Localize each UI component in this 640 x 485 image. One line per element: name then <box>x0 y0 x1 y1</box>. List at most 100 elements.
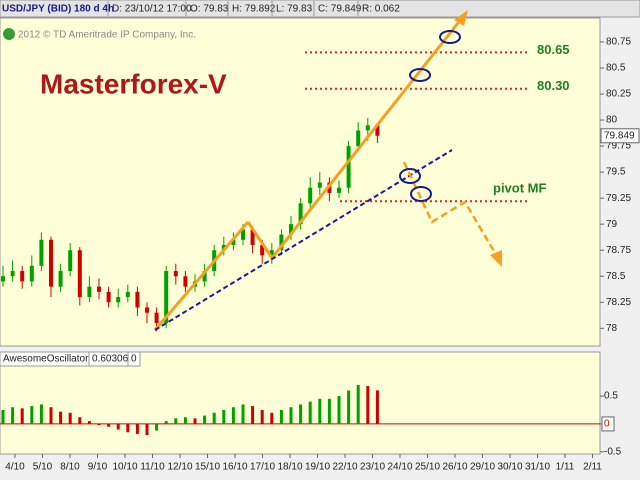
oscillator-bar <box>87 421 91 424</box>
candle-body <box>250 229 255 245</box>
candle-body <box>77 250 82 298</box>
candle-body <box>39 239 44 266</box>
oscillator-bar <box>299 404 303 424</box>
candle-body <box>68 250 73 272</box>
header-field: L: 79.83 <box>276 4 313 15</box>
oscillator-bar <box>20 408 24 424</box>
x-tick-label: 31/10 <box>525 462 550 473</box>
oscillator-bar <box>251 406 255 424</box>
last-price-box <box>600 128 640 144</box>
x-tick-label: 5/10 <box>33 462 53 473</box>
oscillator-bar <box>1 410 5 424</box>
candle-body <box>29 265 34 282</box>
oscillator-bar <box>11 407 15 424</box>
candle-body <box>58 271 63 287</box>
x-tick-label: 2/11 <box>583 462 602 473</box>
oscillator-bar <box>68 412 72 424</box>
y-tick-label: 80.75 <box>606 37 631 48</box>
zero-box <box>601 416 615 432</box>
oscillator-param: 0 <box>131 354 137 365</box>
oscillator-bar <box>231 407 235 424</box>
oscillator-bar <box>174 418 178 424</box>
candle-body <box>346 146 351 188</box>
x-tick-label: 9/10 <box>88 462 108 473</box>
oscillator-bar <box>126 423 130 433</box>
candle-body <box>231 239 236 245</box>
oscillator-bar <box>318 398 322 424</box>
x-tick-label: 24/10 <box>387 462 412 473</box>
candle-body <box>87 286 92 298</box>
oscillator-bar <box>308 401 312 424</box>
oscillator-bar <box>222 410 226 424</box>
oscillator-bar <box>59 411 63 424</box>
x-tick-label: 26/10 <box>442 462 467 473</box>
oscillator-bar <box>135 423 139 434</box>
level-label: pivot MF <box>493 181 546 196</box>
y-tick-label: 78.25 <box>606 297 631 308</box>
oscillator-bar <box>203 415 207 424</box>
x-tick-label: 1/11 <box>556 462 575 473</box>
oscillator-bar <box>260 410 264 424</box>
candle-body <box>116 297 121 303</box>
candle-body <box>221 244 226 251</box>
y-tick-label: 78.75 <box>606 245 631 256</box>
y-tick-label: 80.25 <box>606 89 631 100</box>
candle-body <box>260 244 265 256</box>
candle-body <box>154 312 159 324</box>
candle-body <box>125 291 130 298</box>
y-tick-label: 78 <box>606 323 618 334</box>
candle-body <box>202 271 207 282</box>
candle-body <box>173 271 178 277</box>
oscillator-bar <box>212 412 216 424</box>
oscillator-bar <box>183 417 187 424</box>
candle-body <box>241 229 245 240</box>
candle-body <box>279 234 284 251</box>
x-tick-label: 8/10 <box>60 462 80 473</box>
x-tick-label: 11/10 <box>140 462 165 473</box>
oscillator-panel <box>0 351 601 455</box>
last-price: 79.849 <box>604 130 635 141</box>
y-tick-label: 79.5 <box>606 167 626 178</box>
candle-body <box>10 271 15 277</box>
candle-body <box>356 130 361 147</box>
header-field: H: 79.892 <box>232 4 276 15</box>
y-tick-label: 0 <box>604 419 610 430</box>
oscillator-bar <box>375 390 379 424</box>
highlight-ellipse <box>439 30 461 44</box>
oscillator-bar <box>155 423 159 431</box>
x-tick-label: 18/10 <box>277 462 302 473</box>
x-tick-label: 12/10 <box>167 462 192 473</box>
oscillator-last: 0.60306 <box>92 354 129 365</box>
oscillator-header <box>0 351 141 367</box>
header-field: R: 0.062 <box>362 4 400 15</box>
level-label: 80.30 <box>537 78 570 93</box>
trend-arrow <box>153 221 250 331</box>
header-field: C: 79.849 <box>318 4 362 15</box>
oscillator-bar <box>241 404 245 424</box>
highlight-ellipse <box>410 186 432 202</box>
x-tick-label: 17/10 <box>250 462 275 473</box>
y-tick-label: 80.5 <box>606 63 626 74</box>
candle-body <box>164 271 169 324</box>
y-tick-label: 80 <box>606 115 618 126</box>
oscillator-bar <box>279 410 283 424</box>
oscillator-bar <box>356 384 360 424</box>
trend-arrow <box>270 17 464 259</box>
arrow-head <box>454 10 468 26</box>
y-tick-label: 79.25 <box>606 193 631 204</box>
level-label: 80.65 <box>537 42 570 57</box>
y-tick-label: 0.5 <box>604 391 618 402</box>
candle-body <box>1 276 5 282</box>
x-tick-label: 16/10 <box>222 462 247 473</box>
oscillator-bar <box>337 396 341 424</box>
candle-body <box>298 203 303 225</box>
oscillator-bar <box>39 404 43 424</box>
oscillator-bar <box>30 406 34 424</box>
candle-body <box>183 276 188 287</box>
y-tick-label: 79 <box>606 219 618 230</box>
candle-body <box>145 307 149 313</box>
oscillator-bar <box>107 423 111 427</box>
x-tick-label: 25/10 <box>415 462 440 473</box>
oscillator-bar <box>97 423 101 426</box>
